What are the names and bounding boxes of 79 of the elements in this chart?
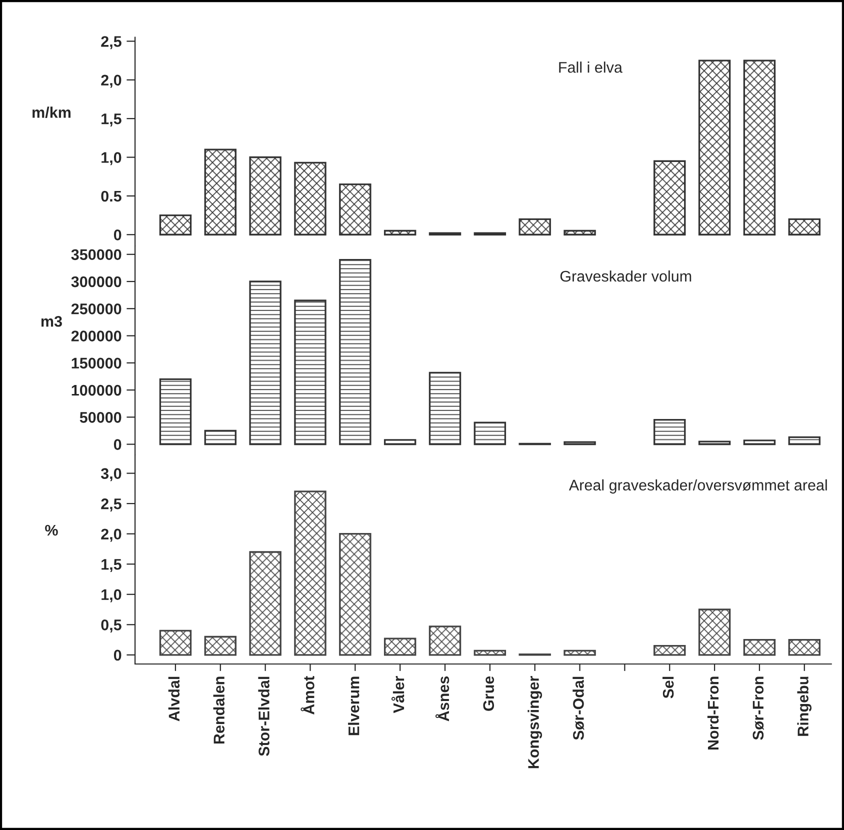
y-tick-label: 2,5 xyxy=(101,498,122,512)
y-tick-label: 1,0 xyxy=(102,589,122,602)
y-tick-label: 0 xyxy=(114,439,122,450)
bar xyxy=(294,490,326,656)
y-tick-label: 0.5 xyxy=(101,190,122,202)
text: Fall i elva xyxy=(559,62,622,73)
bar xyxy=(294,162,326,236)
x-tick-label: Åmot xyxy=(300,676,314,714)
x-tick-label: Åsnes xyxy=(435,676,450,722)
y-tick-label: 200000 xyxy=(71,330,122,342)
bar xyxy=(384,638,416,656)
bar xyxy=(788,638,820,656)
y-tick-label: 2,5 xyxy=(101,36,122,50)
bar xyxy=(204,636,236,656)
x-tick-label: Sør-Odal xyxy=(572,676,584,740)
bar xyxy=(159,214,192,236)
bar xyxy=(788,436,820,446)
bar xyxy=(518,218,551,236)
x-tick-label: Nord-Fron xyxy=(707,676,719,750)
y-tick-label: 3,0 xyxy=(100,468,122,482)
y-tick-label: 2,0 xyxy=(101,74,122,88)
bar xyxy=(249,551,282,656)
bar xyxy=(249,280,282,446)
y-tick-label: 1,5 xyxy=(102,114,122,126)
bar xyxy=(743,60,776,236)
bar xyxy=(384,230,416,236)
bar xyxy=(654,645,686,656)
bar xyxy=(698,60,731,236)
y-tick-label: 0,5 xyxy=(101,620,122,633)
text: Graveskader volum xyxy=(560,270,692,282)
y-axis-title: % xyxy=(45,524,58,536)
x-tick-label: Sel xyxy=(662,676,674,698)
bar xyxy=(474,650,506,656)
y-tick-label: 150000 xyxy=(72,358,122,369)
bar xyxy=(339,258,372,446)
bar xyxy=(339,184,372,236)
bar xyxy=(743,440,776,446)
bar xyxy=(294,300,326,446)
y-tick-label: 2,0 xyxy=(101,528,122,542)
bar xyxy=(743,638,776,656)
bar xyxy=(654,160,686,236)
bar xyxy=(698,440,731,446)
bar xyxy=(428,372,462,446)
y-axis-title: m3 xyxy=(41,316,62,327)
x-tick-label: Alvdal xyxy=(168,676,180,722)
y-tick-label: 250000 xyxy=(71,303,122,314)
x-tick-label: Grue xyxy=(483,676,494,711)
y-tick-label: 100000 xyxy=(72,384,122,396)
x-tick-label: Sør-Fron xyxy=(752,676,764,740)
bar xyxy=(204,430,236,446)
bar xyxy=(384,439,416,446)
bar xyxy=(159,630,192,656)
bar xyxy=(204,148,236,236)
y-tick-label: 0 xyxy=(114,229,122,240)
bar xyxy=(788,218,820,236)
x-tick-label: Stor-Elvdal xyxy=(258,676,270,756)
bar xyxy=(654,419,686,446)
x-tick-label: Elverum xyxy=(348,676,360,736)
bar xyxy=(428,626,462,656)
y-axis-title: m/km xyxy=(32,106,70,118)
y-tick-label: 350000 xyxy=(71,249,122,260)
bar xyxy=(159,378,192,446)
text: Areal graveskader/oversvømmet areal xyxy=(568,479,827,494)
bar xyxy=(564,650,596,656)
x-tick-label: Ringebu xyxy=(797,676,812,736)
bar xyxy=(339,532,372,656)
y-tick-label: 1,0 xyxy=(102,152,122,166)
bar xyxy=(474,422,506,446)
x-tick-label: Rendalen xyxy=(213,676,224,744)
bar xyxy=(698,608,731,656)
bar xyxy=(564,441,596,446)
x-tick-label: Kongsvinger xyxy=(528,676,542,768)
y-tick-label: 50000 xyxy=(80,412,122,423)
x-tick-label: Våler xyxy=(391,676,404,714)
y-tick-label: 0 xyxy=(114,650,122,661)
bar xyxy=(249,156,282,236)
y-tick-label: 300000 xyxy=(71,276,122,288)
bar xyxy=(564,230,596,236)
y-tick-label: 1,5 xyxy=(102,559,122,572)
